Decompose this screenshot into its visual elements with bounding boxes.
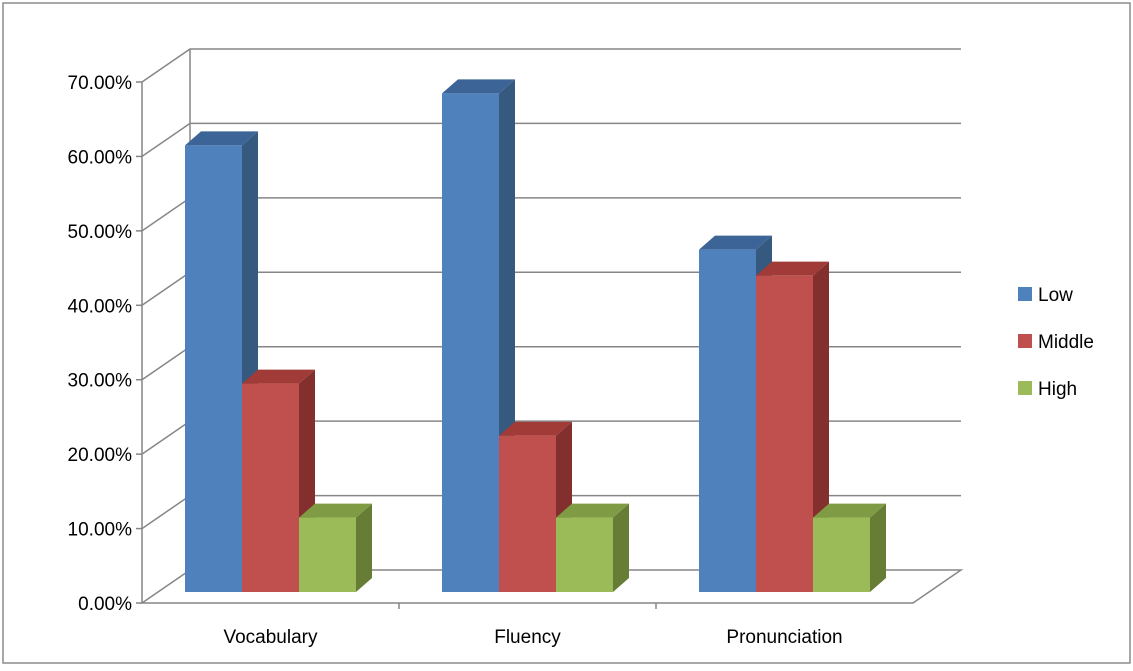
- x-tick-label: Pronunciation: [726, 627, 842, 648]
- bars: [185, 79, 886, 593]
- y-axis-tick-labels: 0.00% 10.00% 20.00% 30.00% 40.00% 50.00% 60.00…: [68, 73, 133, 615]
- bar-top: [242, 369, 315, 384]
- bar-side: [613, 503, 629, 592]
- legend-swatch-low: [1018, 287, 1032, 301]
- bar-front: [185, 145, 242, 592]
- bar-front: [442, 93, 499, 592]
- bar-side: [870, 503, 886, 592]
- y-tick-label: 0.00%: [78, 594, 132, 615]
- y-tick-label: 20.00%: [68, 445, 133, 466]
- bar-top: [499, 421, 572, 436]
- bar-front: [699, 249, 756, 592]
- bar-front: [299, 517, 356, 592]
- legend-label-low: Low: [1038, 285, 1073, 306]
- y-tick-label: 10.00%: [68, 520, 133, 541]
- bar-top: [813, 503, 886, 518]
- bar-high-pronunciation: [813, 503, 886, 592]
- x-tick-label: Vocabulary: [223, 627, 318, 648]
- bar-front: [499, 435, 556, 592]
- bar-side: [356, 503, 372, 592]
- bar-top: [442, 79, 515, 94]
- bar-high-vocabulary: [299, 503, 372, 592]
- y-tick-label: 30.00%: [68, 371, 133, 392]
- legend: Low Middle High: [1018, 285, 1094, 400]
- legend-label-high: High: [1038, 379, 1077, 400]
- bar-front: [813, 517, 870, 592]
- y-tick-label: 40.00%: [68, 296, 133, 317]
- bar-top: [756, 261, 829, 276]
- x-tick-label: Fluency: [494, 627, 561, 648]
- bar-front: [242, 383, 299, 592]
- y-tick-label: 50.00%: [68, 222, 133, 243]
- legend-swatch-high: [1018, 381, 1032, 395]
- bar-front: [756, 275, 813, 592]
- legend-label-middle: Middle: [1038, 332, 1094, 353]
- bar-front: [556, 517, 613, 592]
- x-axis-tick-labels: Vocabulary Fluency Pronunciation: [223, 627, 842, 648]
- bar-top: [185, 131, 258, 146]
- y-tick-label: 70.00%: [68, 73, 133, 94]
- bar-top: [699, 235, 772, 250]
- bar-top: [299, 503, 372, 518]
- legend-swatch-middle: [1018, 334, 1032, 348]
- y-tick-label: 60.00%: [68, 147, 133, 168]
- bar-top: [556, 503, 629, 518]
- bar-high-fluency: [556, 503, 629, 592]
